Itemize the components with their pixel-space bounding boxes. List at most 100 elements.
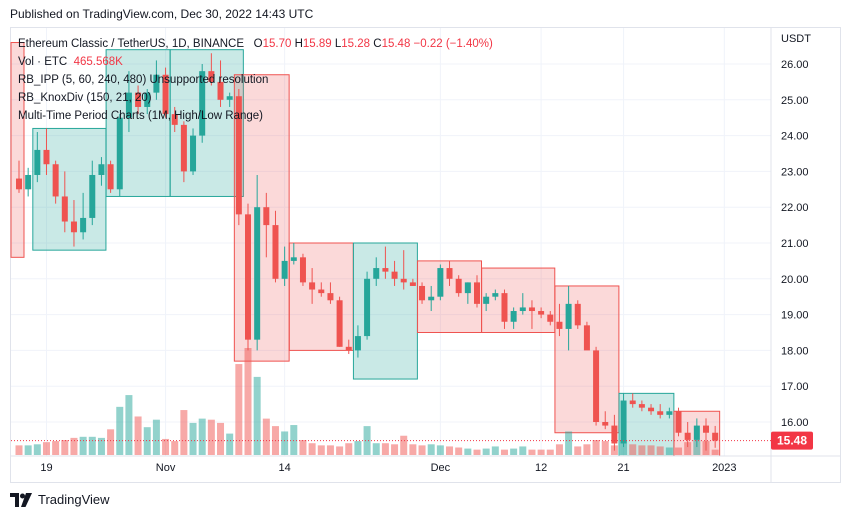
volume-bar — [638, 445, 646, 455]
candle-body — [116, 117, 123, 190]
candle-body — [638, 404, 645, 408]
range-box — [169, 49, 244, 197]
volume-bar — [409, 444, 417, 455]
high-value: 15.89 — [302, 38, 332, 50]
tradingview-brand[interactable]: TradingView — [10, 492, 110, 507]
candle-body — [492, 293, 499, 297]
currency-label: USDT — [781, 33, 811, 45]
volume-label[interactable]: Vol · ETC — [18, 56, 68, 68]
candle-body — [510, 311, 517, 322]
candle-body — [409, 282, 416, 286]
legend: Ethereum Classic / TetherUS, 1D, BINANCE… — [18, 35, 493, 125]
volume-bar — [262, 418, 270, 455]
volume-bar — [482, 448, 490, 455]
candle-body — [345, 346, 352, 351]
indicator-multi-time-period[interactable]: Multi-Time Period Charts (1M, High/Low R… — [18, 110, 263, 122]
candle-body — [290, 257, 297, 261]
candle-body — [373, 268, 380, 279]
candle-body — [437, 268, 444, 297]
volume-bar — [299, 440, 307, 455]
volume-bar — [629, 444, 637, 455]
candle-body — [318, 289, 325, 294]
candle-body — [144, 92, 151, 107]
volume-bar — [363, 426, 371, 455]
x-tick-label: 19 — [40, 462, 52, 474]
candle-body — [565, 303, 572, 329]
symbol-title[interactable]: Ethereum Classic / TetherUS, 1D, BINANCE — [18, 38, 245, 50]
volume-bar — [601, 441, 609, 455]
volume-bar — [143, 427, 151, 455]
last-price-tag: 15.48 — [11, 431, 813, 450]
close-label: C — [373, 38, 382, 50]
volume-bar — [647, 445, 655, 455]
candle-body — [400, 278, 407, 283]
volume-bar — [528, 449, 536, 455]
change-value: −0.22 (−1.40%) — [413, 38, 493, 50]
candle-body — [602, 422, 609, 426]
candle-body — [474, 282, 480, 304]
volume-bar — [391, 444, 399, 455]
candle-body — [364, 278, 371, 337]
candle-body — [281, 260, 288, 279]
candle-body — [61, 196, 68, 222]
low-value: 15.28 — [341, 38, 371, 50]
x-tick-label: Nov — [156, 462, 176, 474]
volume-bar — [711, 449, 719, 455]
volume-bar — [656, 446, 664, 455]
high-label: H — [294, 38, 303, 50]
volume-bar — [15, 445, 23, 455]
tradingview-logo-icon — [10, 492, 32, 507]
y-tick-label: 22.00 — [781, 202, 809, 214]
volume-bar — [162, 438, 170, 455]
volume-bar — [500, 449, 508, 455]
candle-body — [25, 174, 32, 190]
indicator-rb-knoxdiv[interactable]: RB_KnoxDiv (150, 21, 20) — [18, 92, 152, 104]
candle-body — [254, 207, 261, 340]
volume-bar — [253, 376, 261, 455]
y-tick-label: 18.00 — [781, 345, 809, 357]
close-value: 15.48 — [381, 38, 411, 50]
volume-bar — [88, 436, 96, 455]
candle-body — [611, 425, 618, 444]
candle-body — [583, 325, 590, 351]
time-axis[interactable]: 19 Nov 14 Dec 12 21 2023 — [11, 455, 840, 474]
legend-symbol-row: Ethereum Classic / TetherUS, 1D, BINANCE… — [18, 35, 493, 53]
low-label: L — [334, 38, 342, 50]
candle-body — [519, 307, 526, 312]
candle-body — [272, 225, 279, 279]
candle-body — [648, 407, 655, 412]
volume-bar — [134, 416, 142, 455]
volume-bar — [491, 446, 499, 455]
candle-body — [162, 74, 169, 115]
volume-bar — [52, 441, 60, 455]
indicator-rb-ipp[interactable]: RB_IPP (5, 60, 240, 480) Unsupported res… — [18, 74, 269, 86]
candle-body — [217, 81, 224, 100]
volume-bar — [684, 442, 692, 455]
last-price-tag-label: 15.48 — [777, 434, 807, 448]
candle-body — [245, 214, 251, 340]
candle-body — [547, 314, 554, 322]
candle-body — [16, 178, 22, 190]
candle-body — [125, 92, 132, 118]
candle-body — [528, 307, 535, 312]
volume-bar — [620, 441, 628, 455]
volume-bar — [427, 444, 435, 455]
candle-body — [199, 71, 206, 136]
candle-body — [712, 432, 719, 441]
price-axis[interactable]: 16.00 17.00 18.00 19.00 20.00 21.00 22.00 23.00… — [770, 28, 809, 482]
volume-bar — [107, 429, 115, 455]
candle-body — [171, 114, 178, 125]
volume-bar — [665, 447, 673, 455]
candle-body — [70, 221, 77, 233]
y-tick-label: 16.00 — [781, 417, 809, 429]
volume-bar — [372, 443, 380, 455]
volume-bar — [345, 443, 353, 455]
volume-bar — [116, 406, 124, 455]
candle-body — [483, 296, 490, 304]
candle-body — [629, 400, 636, 405]
volume-bar — [446, 446, 454, 455]
volume-bar — [510, 448, 518, 455]
candle-body — [501, 293, 508, 322]
y-tick-label: 26.00 — [781, 59, 809, 71]
